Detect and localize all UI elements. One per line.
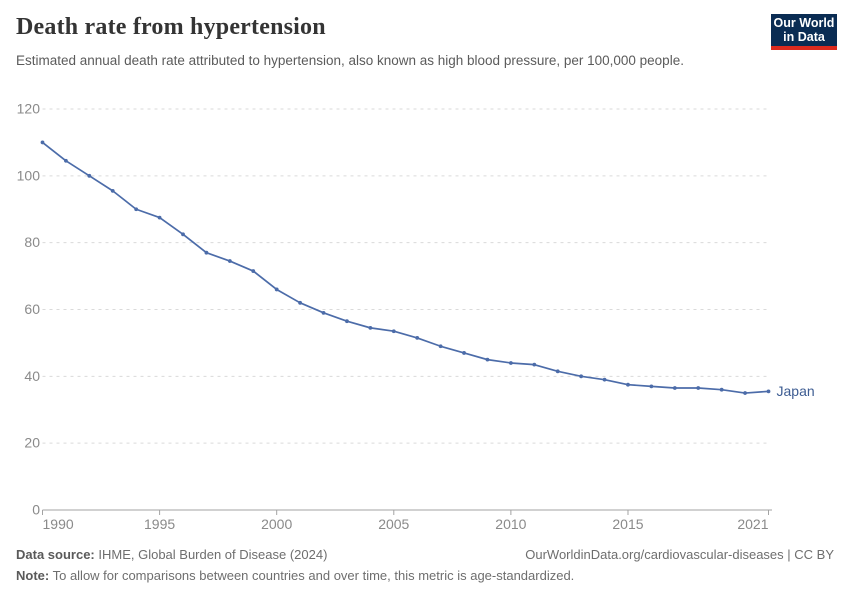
footer-note-text: To allow for comparisons between countri… bbox=[49, 568, 575, 583]
data-point-2005 bbox=[391, 329, 396, 334]
footer-note: Note: To allow for comparisons between c… bbox=[16, 568, 574, 583]
data-point-2008 bbox=[462, 351, 466, 355]
data-point-2006 bbox=[415, 336, 420, 340]
data-point-1997 bbox=[204, 250, 209, 255]
data-point-2003 bbox=[345, 319, 349, 324]
data-point-2013 bbox=[579, 374, 584, 379]
data-point-2000 bbox=[274, 287, 279, 292]
data-point-2020 bbox=[743, 391, 747, 395]
data-point-1996 bbox=[181, 232, 185, 237]
x-tick-label-2000: 2000 bbox=[261, 516, 292, 532]
x-tick-label-1995: 1995 bbox=[144, 516, 175, 532]
data-point-2015 bbox=[626, 382, 630, 387]
y-tick-label-100: 100 bbox=[17, 167, 41, 183]
data-point-2012 bbox=[555, 369, 560, 374]
data-point-2001 bbox=[298, 300, 303, 305]
data-point-1995 bbox=[157, 215, 162, 220]
x-tick-label-2021: 2021 bbox=[737, 516, 768, 532]
data-source-label: Data source: bbox=[16, 547, 95, 562]
data-point-1994 bbox=[134, 207, 139, 212]
data-point-2004 bbox=[368, 325, 373, 330]
footer-note-label: Note: bbox=[16, 568, 50, 583]
chart-footer: Data source: IHME, Global Burden of Dise… bbox=[16, 544, 834, 586]
data-point-2009 bbox=[485, 357, 490, 362]
data-point-2002 bbox=[321, 310, 326, 315]
y-tick-label-80: 80 bbox=[24, 234, 40, 250]
series-line-japan bbox=[41, 141, 770, 394]
owid-logo-line1: Our World bbox=[773, 16, 835, 30]
series-end-label: Japan bbox=[777, 383, 815, 399]
data-point-2014 bbox=[602, 377, 607, 382]
data-point-1999 bbox=[251, 269, 256, 273]
data-point-1993 bbox=[110, 188, 115, 193]
y-tick-label-0: 0 bbox=[32, 502, 40, 518]
y-tick-label-20: 20 bbox=[24, 435, 40, 451]
y-tick-label-60: 60 bbox=[24, 301, 40, 317]
data-source-text: IHME, Global Burden of Disease (2024) bbox=[94, 547, 328, 562]
y-tick-label-120: 120 bbox=[17, 101, 41, 117]
x-tick-label-2015: 2015 bbox=[612, 516, 643, 532]
data-point-2017 bbox=[672, 386, 677, 390]
y-tick-label-40: 40 bbox=[24, 368, 40, 384]
data-point-2018 bbox=[696, 386, 701, 390]
x-tick-label-2005: 2005 bbox=[378, 516, 409, 532]
data-point-2021 bbox=[766, 389, 771, 394]
data-point-2019 bbox=[719, 387, 724, 392]
x-tick-label-1990: 1990 bbox=[43, 516, 74, 532]
owid-logo: Our World in Data bbox=[771, 14, 837, 50]
page-title: Death rate from hypertension bbox=[16, 14, 326, 40]
data-point-1998 bbox=[227, 259, 232, 263]
data-point-2010 bbox=[508, 361, 513, 365]
data-point-2016 bbox=[649, 384, 654, 389]
data-point-1990 bbox=[40, 140, 45, 145]
data-point-1992 bbox=[87, 173, 92, 178]
chart-subtitle: Estimated annual death rate attributed t… bbox=[16, 53, 684, 68]
data-point-1991 bbox=[64, 158, 68, 163]
data-point-2007 bbox=[438, 344, 443, 349]
owid-citation-link[interactable]: OurWorldinData.org/cardiovascular-diseas… bbox=[525, 547, 834, 562]
owid-logo-line2: in Data bbox=[783, 30, 825, 44]
x-tick-label-2010: 2010 bbox=[495, 516, 526, 532]
data-source: Data source: IHME, Global Burden of Dise… bbox=[16, 544, 327, 565]
data-point-2011 bbox=[532, 362, 537, 367]
